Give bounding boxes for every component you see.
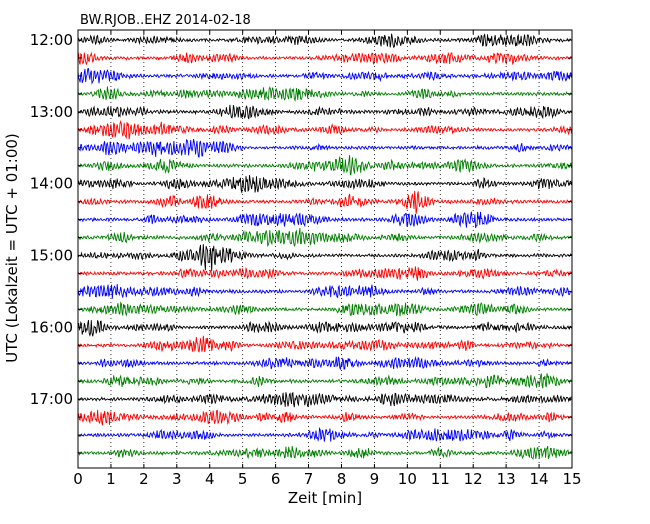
x-tick-label: 12 xyxy=(464,470,483,488)
trace-line xyxy=(78,373,572,389)
x-tick-label: 14 xyxy=(530,470,549,488)
trace-line xyxy=(77,284,572,299)
x-tick-label: 3 xyxy=(172,470,182,488)
trace-line xyxy=(77,356,572,371)
y-axis-label: UTC (Lokalzeit = UTC + 01:00) xyxy=(3,133,21,363)
trace-line xyxy=(77,51,572,66)
trace-line xyxy=(77,175,572,193)
x-tick-label: 7 xyxy=(304,470,314,488)
x-tick-label: 10 xyxy=(398,470,417,488)
y-tick-label: 16:00 xyxy=(30,318,73,336)
trace-line xyxy=(77,409,572,426)
x-axis-ticks: 0 1 2 3 4 5 6 7 8 9 10 11 12 13 14 15 xyxy=(73,30,582,488)
plot-frame xyxy=(77,29,573,469)
trace-line xyxy=(77,426,572,442)
y-tick-label: 15:00 xyxy=(30,246,73,264)
x-axis-label: Zeit [min] xyxy=(288,489,362,507)
y-tick-label: 14:00 xyxy=(30,175,73,193)
x-tick-label: 11 xyxy=(431,470,450,488)
trace-line xyxy=(77,445,572,460)
trace-line xyxy=(78,320,572,337)
x-tick-label: 1 xyxy=(106,470,116,488)
y-axis-ticks: 12:00 13:00 14:00 15:00 16:00 17:00 xyxy=(30,31,572,454)
trace-line xyxy=(77,68,572,85)
trace-line xyxy=(77,190,572,214)
traces-group xyxy=(77,33,572,460)
x-tick-label: 6 xyxy=(271,470,281,488)
trace-line xyxy=(77,33,572,49)
trace-line xyxy=(78,335,572,353)
trace-line xyxy=(77,301,572,317)
x-tick-label: 2 xyxy=(139,470,149,488)
y-tick-label: 17:00 xyxy=(30,390,73,408)
x-tick-label: 4 xyxy=(205,470,215,488)
trace-line xyxy=(77,244,572,271)
trace-line xyxy=(77,155,572,176)
y-tick-label: 13:00 xyxy=(30,103,73,121)
x-tick-label: 5 xyxy=(238,470,248,488)
x-tick-label: 13 xyxy=(497,470,516,488)
trace-line xyxy=(77,86,572,103)
x-tick-label: 15 xyxy=(562,470,581,488)
trace-line xyxy=(77,138,572,158)
trace-line xyxy=(77,227,572,247)
x-tick-label: 9 xyxy=(370,470,380,488)
trace-line xyxy=(77,211,572,229)
x-tick-label: 8 xyxy=(337,470,347,488)
chart-title: BW.RJOB..EHZ 2014-02-18 xyxy=(80,13,251,28)
trace-line xyxy=(77,391,572,408)
trace-line xyxy=(77,119,572,140)
trace-line xyxy=(77,266,572,281)
trace-line xyxy=(77,104,572,120)
x-tick-label: 0 xyxy=(73,470,83,488)
y-tick-label: 12:00 xyxy=(30,31,73,49)
